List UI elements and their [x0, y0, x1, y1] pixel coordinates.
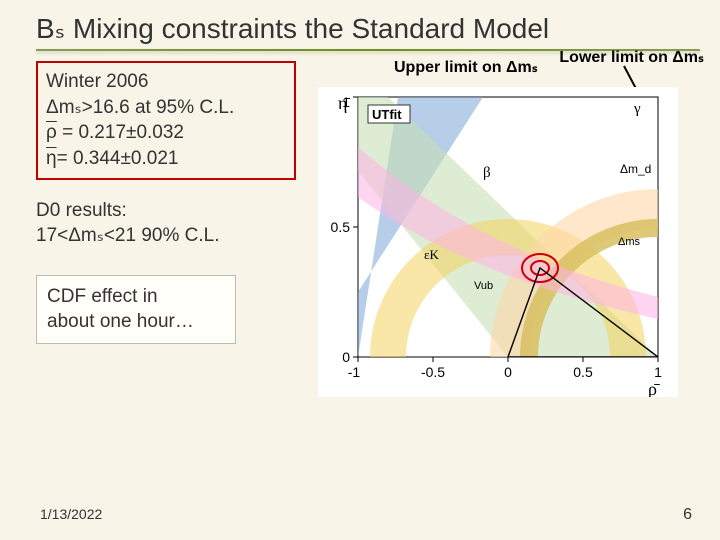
lbl-dmd: Δm_d	[620, 162, 651, 176]
svg-text:-0.5: -0.5	[421, 364, 445, 380]
box2-line1: D0 results:	[36, 198, 296, 224]
lbl-ek: εK	[424, 247, 439, 262]
svg-text:1: 1	[654, 364, 662, 380]
content-area: Winter 2006 Δmₛ>16.6 at 95% C.L. ρ = 0.2…	[0, 51, 720, 344]
cdf-effect-box: CDF effect in about one hour…	[36, 275, 236, 344]
d0-results: D0 results: 17<Δmₛ<21 90% C.L.	[36, 198, 296, 249]
left-column: Winter 2006 Δmₛ>16.6 at 95% C.L. ρ = 0.2…	[36, 61, 296, 344]
upper-limit-label: Upper limit on Δmₛ	[394, 57, 538, 77]
footer-date: 1/13/2022	[40, 506, 102, 524]
rho-bar: ρ	[46, 122, 57, 143]
lbl-gamma: γ	[633, 101, 641, 117]
utfit-badge-text: UTfit	[372, 107, 402, 122]
svg-text:0: 0	[342, 349, 350, 365]
lbl-vub: Vub	[474, 280, 493, 292]
utfit-svg: UTfit γ β εK Vub Δm_d Δms -1 -0.5 0 0.5 …	[318, 87, 678, 397]
svg-text:0: 0	[504, 364, 512, 380]
box1-line3: ρ = 0.217±0.032	[46, 120, 286, 146]
lbl-dms: Δms	[618, 236, 641, 248]
box1-line2: Δmₛ>16.6 at 95% C.L.	[46, 95, 286, 121]
rho-val: = 0.217±0.032	[57, 122, 184, 143]
box1-line1: Winter 2006	[46, 69, 286, 95]
utfit-chart: UTfit γ β εK Vub Δm_d Δms -1 -0.5 0 0.5 …	[318, 87, 678, 397]
winter-2006-box: Winter 2006 Δmₛ>16.6 at 95% C.L. ρ = 0.2…	[36, 61, 296, 180]
footer-pagenum: 6	[683, 506, 692, 524]
lower-limit-label: Lower limit on Δmₛ	[559, 47, 704, 67]
lbl-beta: β	[483, 165, 491, 181]
right-column: Upper limit on Δmₛ Lower limit on Δmₛ	[304, 61, 700, 344]
box3-line2: about one hour…	[47, 309, 225, 335]
svg-text:-1: -1	[348, 364, 361, 380]
box3-line1: CDF effect in	[47, 284, 225, 310]
eta-val: = 0.344±0.021	[57, 148, 179, 169]
eta-bar: η	[46, 148, 57, 169]
svg-text:0.5: 0.5	[573, 364, 593, 380]
footer: 1/13/2022 6	[40, 506, 692, 524]
slide-title: Bₛ Mixing constraints the Standard Model	[0, 0, 720, 49]
box1-line4: η= 0.344±0.021	[46, 146, 286, 172]
box2-line2: 17<Δmₛ<21 90% C.L.	[36, 223, 296, 249]
xlabel: ρ̄	[648, 379, 660, 397]
svg-text:0.5: 0.5	[331, 219, 351, 235]
